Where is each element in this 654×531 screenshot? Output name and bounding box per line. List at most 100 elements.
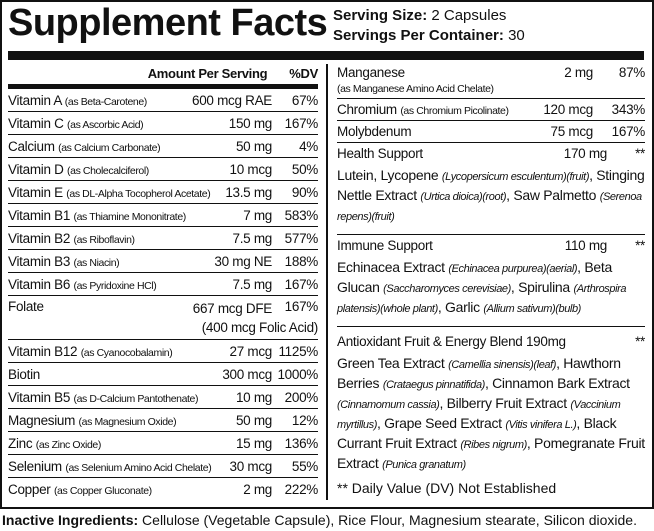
nutrient-source: (as Chromium Picolinate): [400, 105, 509, 117]
inactive-value: Cellulose (Vegetable Capsule), Rice Flou…: [142, 512, 637, 528]
ingredient-name: Lutein, Lycopene: [337, 167, 442, 183]
nutrient-row: Zinc (as Zinc Oxide) 15 mg 136%: [8, 432, 318, 455]
nutrient-amount: 2 mg: [243, 481, 272, 497]
inactive-ingredients: Inactive Ingredients: Cellulose (Vegetab…: [2, 512, 637, 528]
nutrient-row: Vitamin D (as Cholecalciferol) 10 mcg 50%: [8, 158, 318, 181]
nutrient-name: Copper: [8, 481, 51, 497]
blend-dv: **: [635, 238, 645, 253]
ingredient-source: (Vitis vinifera L.): [505, 419, 577, 431]
ingredient-name: , Bilberry Fruit Extract: [439, 395, 571, 411]
ingredient-name: Green Tea Extract: [337, 355, 449, 371]
blend-header: Antioxidant Fruit & Energy Blend 190mg **: [337, 331, 645, 352]
nutrient-name-cell: Manganese: [337, 65, 564, 80]
nutrient-amount: 15 mg: [235, 435, 272, 451]
blend-header: Health Support 170 mg **: [337, 143, 645, 164]
dv-header: %DV: [289, 65, 318, 81]
nutrient-name: Vitamin C: [8, 115, 64, 131]
nutrient-dv: 167%: [284, 299, 319, 314]
nutrient-name-cell: Zinc (as Zinc Oxide): [8, 436, 236, 451]
ingredient-name: Echinacea Extract: [337, 259, 449, 275]
blend-row: Health Support 170 mg ** Lutein, Lycopene (…: [337, 143, 645, 235]
blend-name: Health Support: [337, 146, 423, 161]
nutrient-name: Selenium: [8, 458, 62, 474]
nutrient-row: Copper (as Copper Gluconate) 2 mg 222%: [8, 478, 318, 500]
nutrient-dv: 12%: [291, 412, 318, 428]
ingredient-name: , Saw Palmetto: [506, 187, 600, 203]
nutrient-name-cell: Vitamin D (as Cholecalciferol): [8, 162, 230, 177]
nutrient-amount: 7 mg: [243, 207, 272, 223]
ingredient-source: (Camellia sinensis)(leaf): [448, 359, 557, 371]
nutrient-row: Chromium (as Chromium Picolinate) 120 mcg…: [337, 99, 645, 121]
nutrient-amount: 50 mg: [235, 412, 272, 428]
nutrient-name-cell: Vitamin B6 (as Pyridoxine HCl): [8, 277, 233, 292]
blend-name: Antioxidant Fruit & Energy Blend 190mg: [337, 334, 566, 349]
ingredient-source: (Saccharomyces cerevisiae): [383, 283, 511, 295]
page-title: Supplement Facts: [8, 2, 328, 44]
nutrient-amount: 50 mg: [235, 138, 272, 154]
nutrient-name: Biotin: [8, 366, 40, 382]
blend-dv: **: [635, 146, 645, 161]
ingredient-name: , Pomegranate Fruit Extract: [337, 435, 645, 471]
nutrient-name-cell: Biotin: [8, 367, 222, 382]
thick-divider: [8, 51, 644, 60]
servings-per-container-label: Servings Per Container:: [333, 27, 504, 44]
nutrient-name-cell: Vitamin C (as Ascorbic Acid): [8, 116, 229, 131]
nutrient-dv: 167%: [284, 276, 319, 292]
nutrient-row: Vitamin B2 (as Riboflavin) 7.5 mg 577%: [8, 227, 318, 250]
nutrient-name-cell: Vitamin E (as DL-Alpha Tocopherol Acetat…: [8, 185, 225, 200]
ingredient-source: (Ribes nigrum): [460, 439, 527, 451]
daily-value-footnote: ** Daily Value (DV) Not Established: [337, 480, 557, 496]
ingredient-source: (Crataegus pinnatifida): [382, 379, 485, 391]
nutrient-line: Molybdenum 75 mcg 167%: [337, 121, 645, 142]
nutrient-dv: 90%: [291, 184, 318, 200]
nutrient-dv: 167%: [611, 124, 646, 139]
nutrient-name: Vitamin B12: [8, 343, 78, 359]
nutrient-dv: 50%: [291, 161, 318, 177]
nutrient-amount: 27 mcg: [229, 343, 273, 359]
nutrient-row: Vitamin B5 (as D-Calcium Pantothenate) 10…: [8, 386, 318, 409]
nutrient-name: Magnesium: [8, 412, 76, 428]
ingredient-source: (Cinnamomum cassia): [337, 399, 440, 411]
ingredient-name: , Black Currant Fruit Extract: [337, 415, 617, 451]
ingredient-name: , Hawthorn Berries: [337, 355, 621, 391]
blend-ingredients: Echinacea Extract (Echinacea purpurea)(a…: [337, 256, 645, 326]
nutrient-name: Vitamin B3: [8, 253, 71, 269]
nutrient-name: Manganese: [337, 65, 405, 80]
ingredient-source: (Punica granatum): [382, 459, 466, 471]
nutrient-dv: 583%: [284, 207, 319, 223]
nutrient-amount: 2 mg: [564, 65, 593, 80]
nutrient-name-cell: Vitamin B5 (as D-Calcium Pantothenate): [8, 390, 236, 405]
nutrient-source: (as Zinc Oxide): [35, 438, 102, 451]
nutrient-source: (as Manganese Amino Acid Chelate): [337, 83, 494, 95]
nutrient-row: Magnesium (as Magnesium Oxide) 50 mg 12%: [8, 409, 318, 432]
nutrient-dv: 55%: [291, 458, 318, 474]
ingredient-source: (Allium sativum)(bulb): [483, 303, 581, 315]
nutrient-amount: 13.5 mg: [225, 184, 272, 200]
nutrient-source: (as Copper Gluconate): [53, 484, 152, 497]
blend-header: Immune Support 110 mg **: [337, 235, 645, 256]
blend-amount: 110 mg: [564, 238, 608, 253]
nutrient-row: Vitamin A (as Beta-Carotene) 600 mcg RAE 6…: [8, 89, 318, 112]
nutrient-name: Vitamin B5: [8, 389, 71, 405]
nutrient-source: (as Beta-Carotene): [64, 95, 147, 108]
nutrient-name: Vitamin B2: [8, 230, 71, 246]
nutrient-row: Vitamin B3 (as Niacin) 30 mg NE 188%: [8, 250, 318, 273]
nutrient-name: Vitamin E: [8, 184, 63, 200]
nutrient-line: Manganese 2 mg 87%: [337, 62, 645, 83]
nutrient-name-cell: Calcium (as Calcium Carbonate): [8, 139, 236, 154]
nutrient-amount: 600 mcg RAE: [192, 92, 272, 108]
ingredient-name: , Cinnamon Bark Extract: [484, 375, 630, 391]
nutrient-name: Vitamin B6: [8, 276, 71, 292]
nutrient-row: Folate 667 mcg DFE (400 mcg Folic Acid) 167…: [8, 296, 318, 340]
nutrient-name-cell: Chromium (as Chromium Picolinate): [337, 102, 543, 117]
blend-dv: **: [635, 334, 645, 349]
serving-size-label: Serving Size:: [333, 7, 428, 24]
nutrient-amount: 7.5 mg: [232, 276, 273, 292]
ingredient-name: , Grape Seed Extract: [377, 415, 506, 431]
nutrient-row: Vitamin C (as Ascorbic Acid) 150 mg 167%: [8, 112, 318, 135]
nutrient-source: (as Ascorbic Acid): [67, 118, 144, 131]
blend-row: Antioxidant Fruit & Energy Blend 190mg **…: [337, 327, 645, 482]
nutrient-name-cell: Selenium (as Selenium Amino Acid Chelate…: [8, 459, 230, 474]
blend-amount: 170 mg: [563, 146, 608, 161]
nutrient-row: Vitamin B6 (as Pyridoxine HCl) 7.5 mg 167%: [8, 273, 318, 296]
